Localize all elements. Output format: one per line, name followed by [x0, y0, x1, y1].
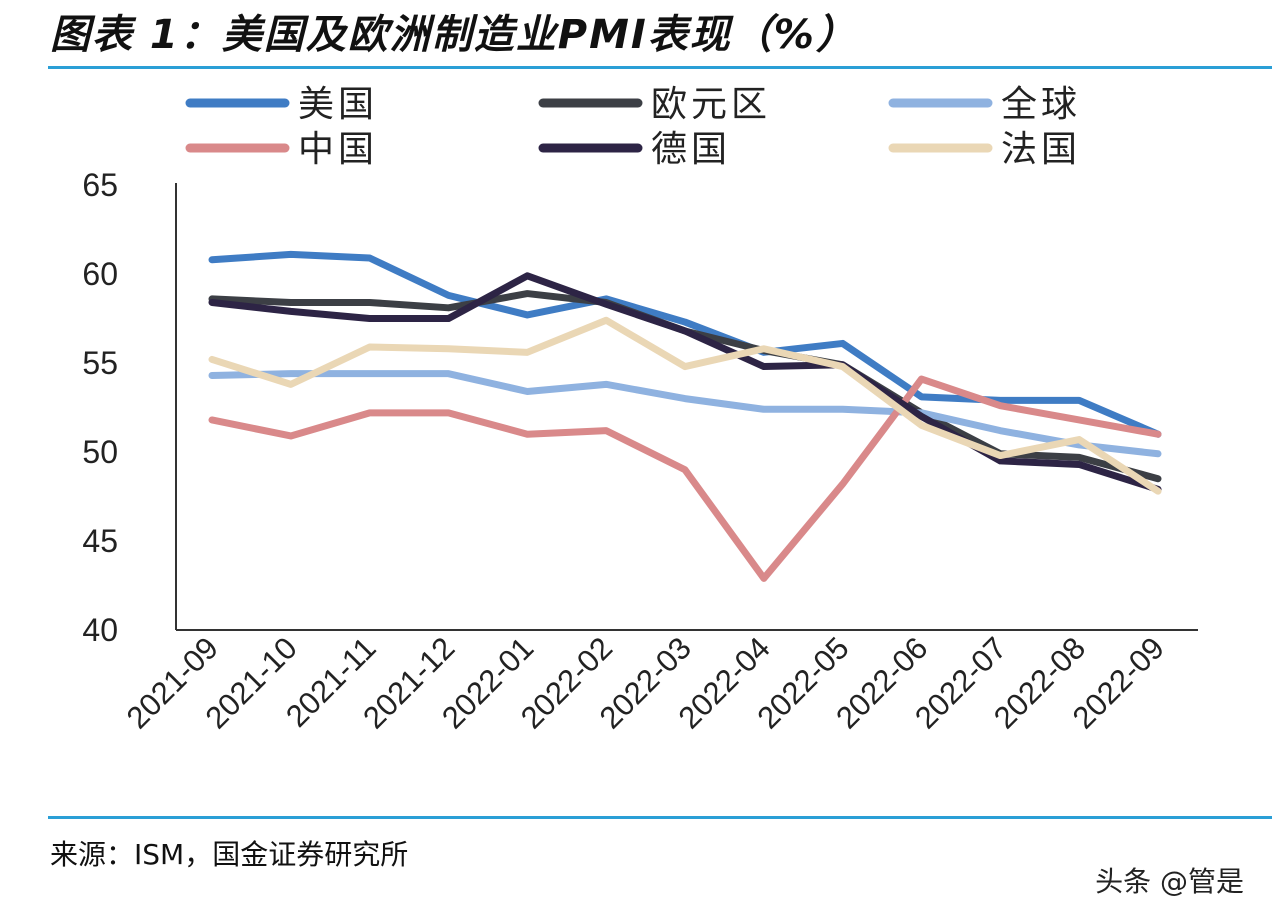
y-tick-label: 40 — [82, 612, 118, 648]
y-tick-label: 65 — [82, 167, 118, 203]
y-tick-label: 45 — [82, 523, 118, 559]
legend-label: 中国 — [298, 129, 378, 170]
legend-label: 法国 — [1001, 129, 1081, 170]
legend-label: 全球 — [1001, 84, 1081, 125]
legend-label: 美国 — [298, 84, 378, 125]
series-line-5 — [208, 316, 1162, 495]
y-tick-label: 50 — [82, 434, 118, 470]
y-tick-label: 55 — [82, 345, 118, 381]
series-line-2 — [208, 370, 1162, 458]
legend-label: 欧元区 — [651, 84, 771, 125]
watermark: 头条 @管是 — [1095, 865, 1244, 898]
source-note: 来源：ISM，国金证券研究所 — [50, 838, 409, 871]
series-line-3 — [208, 375, 1162, 582]
series-line-4 — [208, 272, 1162, 493]
top-divider — [48, 66, 1272, 69]
legend-label: 德国 — [651, 129, 731, 170]
series-line-0 — [208, 250, 1162, 438]
y-tick-label: 60 — [82, 256, 118, 292]
chart-title: 图表 1：美国及欧洲制造业PMI表现（%） — [50, 12, 858, 58]
bottom-divider — [48, 816, 1272, 819]
